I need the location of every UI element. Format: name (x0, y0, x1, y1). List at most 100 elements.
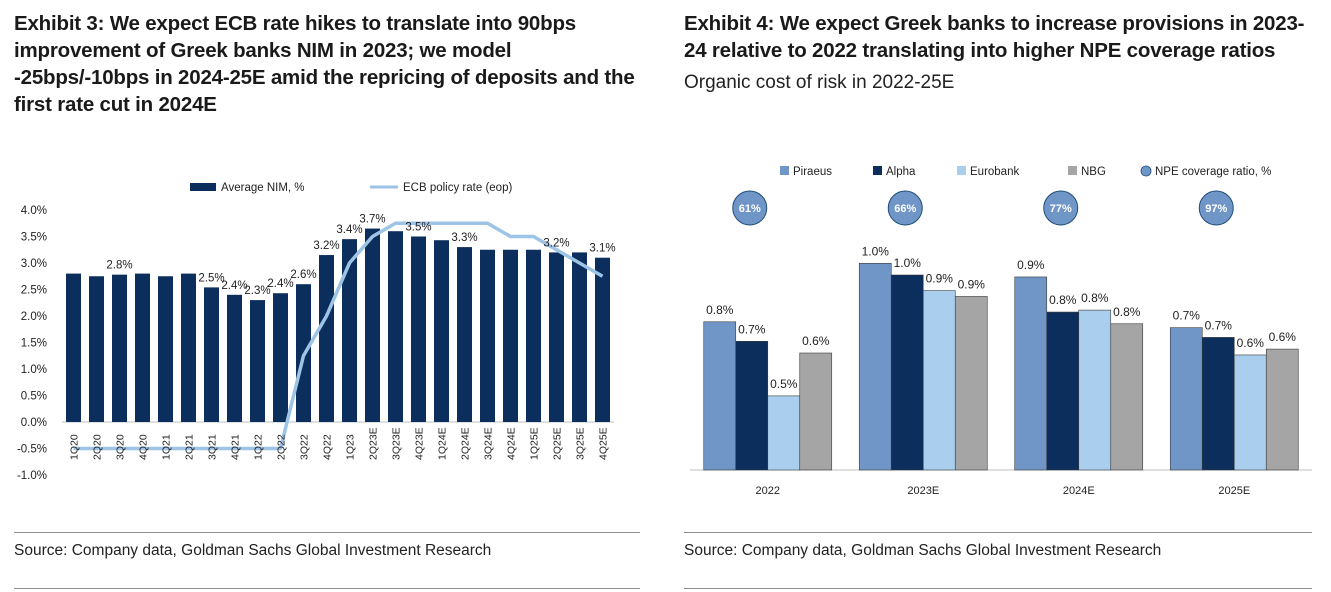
nim-bar (89, 276, 104, 422)
legend-swatch-eurobank (957, 166, 966, 175)
x-tick-label: 3Q25E (575, 427, 587, 460)
cost-of-risk-bar (703, 321, 737, 471)
nim-bar (135, 273, 150, 422)
npe-coverage-bubble (732, 190, 768, 226)
exhibit-3-panel: Exhibit 3: We expect ECB rate hikes to t… (0, 0, 645, 592)
cost-of-risk-bar (1078, 309, 1112, 471)
cost-of-risk-data-label: 0.6% (1237, 336, 1265, 350)
nim-data-label: 2.8% (106, 260, 132, 272)
x-tick-label: 4Q25E (598, 427, 610, 460)
nim-data-label: 2.3% (244, 285, 270, 297)
cost-of-risk-bar (922, 290, 956, 471)
npe-coverage-label: 61% (739, 203, 761, 215)
x-tick-label: 1Q21 (161, 434, 173, 460)
cost-of-risk-data-label: 1.0% (894, 256, 922, 270)
legend-label-nbg: NBG (1081, 166, 1106, 178)
nim-bar (158, 276, 173, 422)
npe-coverage-bubble (1198, 190, 1234, 226)
y-tick-label: -0.5% (17, 444, 47, 456)
legend-label-piraeus: Piraeus (793, 166, 832, 178)
cost-of-risk-data-label: 0.9% (958, 277, 986, 291)
cost-of-risk-data-label: 0.8% (1049, 293, 1077, 307)
x-tick-label: 3Q24E (483, 427, 495, 460)
cost-of-risk-bar (1233, 354, 1267, 471)
x-tick-label: 4Q23E (414, 427, 426, 460)
x-tick-label: 2022 (756, 485, 780, 497)
x-tick-label: 4Q21 (230, 434, 242, 460)
cost-of-risk-bar (735, 340, 769, 471)
legend-label-npe: NPE coverage ratio, % (1155, 166, 1271, 178)
nim-bar (342, 239, 357, 422)
top-divider (684, 532, 1312, 533)
cost-of-risk-data-label: 0.6% (802, 334, 830, 348)
bottom-divider (14, 588, 640, 589)
nim-data-label: 3.2% (313, 240, 339, 252)
legend-swatch-nim (190, 183, 216, 191)
nim-data-label: 3.1% (589, 243, 615, 255)
cost-of-risk-chart: Piraeus Alpha Eurobank NBG NPE coverage rati… (690, 165, 1312, 497)
exhibit-4-title: Exhibit 4: We expect Greek banks to incr… (684, 12, 1305, 62)
cost-of-risk-bar (767, 395, 801, 471)
y-tick-label: -1.0% (17, 470, 47, 482)
nim-data-label: 2.4% (267, 278, 293, 290)
cost-of-risk-bar (890, 274, 924, 471)
cost-of-risk-bar (1014, 276, 1048, 471)
nim-bar (480, 249, 495, 422)
cost-of-risk-bar (1110, 323, 1144, 471)
y-tick-label: 4.0% (21, 205, 47, 217)
cost-of-risk-data-label: 0.7% (738, 322, 766, 336)
nim-bar (411, 236, 426, 422)
x-tick-label: 1Q22 (253, 434, 265, 460)
x-tick-label: 1Q20 (69, 434, 81, 460)
x-tick-label: 1Q25E (529, 427, 541, 460)
npe-coverage-label: 77% (1050, 203, 1072, 215)
nim-bar (457, 247, 472, 422)
x-tick-label: 2Q23E (368, 427, 380, 460)
legend-swatch-npe (1140, 165, 1152, 177)
npe-coverage-bubble (1043, 190, 1079, 226)
exhibit-4-source: Source: Company data, Goldman Sachs Glob… (684, 542, 1162, 559)
legend-swatch-piraeus (780, 166, 789, 175)
npe-coverage-bubble (887, 190, 923, 226)
legend-label-eurobank: Eurobank (970, 166, 1019, 178)
cost-of-risk-data-label: 0.8% (1081, 291, 1109, 305)
x-tick-label: 2Q25E (552, 427, 564, 460)
nim-bar (66, 273, 81, 422)
y-tick-label: 3.0% (21, 258, 47, 270)
exhibit-4-subtitle: Organic cost of risk in 2022-25E (684, 72, 955, 93)
cost-of-risk-data-label: 0.8% (1113, 305, 1141, 319)
x-tick-label: 2025E (1218, 485, 1250, 497)
x-tick-label: 2Q24E (460, 427, 472, 460)
nim-bar (181, 273, 196, 422)
legend-swatch-nbg (1068, 166, 1077, 175)
nim-bar (227, 294, 242, 422)
nim-bar (526, 249, 541, 422)
exhibit-3-title: Exhibit 3: We expect ECB rate hikes to t… (14, 12, 635, 116)
nim-data-label: 2.6% (290, 269, 316, 281)
x-tick-label: 3Q22 (299, 434, 311, 460)
x-tick-label: 2Q21 (184, 434, 196, 460)
cost-of-risk-data-label: 1.0% (862, 244, 890, 258)
bottom-divider (684, 588, 1312, 589)
nim-data-label: 3.5% (405, 222, 431, 234)
nim-bar (204, 287, 219, 422)
cost-of-risk-data-label: 0.8% (706, 303, 734, 317)
legend: Average NIM, % ECB policy rate (eop) (190, 182, 512, 194)
nim-data-label: 2.5% (198, 272, 224, 284)
nim-bar (112, 274, 127, 422)
nim-data-label: 3.3% (451, 232, 477, 244)
cost-of-risk-bar (799, 352, 833, 471)
nim-bar (388, 231, 403, 422)
nim-data-label: 3.2% (543, 237, 569, 249)
x-tick-label: 3Q20 (115, 434, 127, 460)
y-tick-label: 1.5% (21, 338, 47, 350)
x-tick-label: 4Q22 (322, 434, 334, 460)
cost-of-risk-data-label: 0.9% (1017, 258, 1045, 272)
cost-of-risk-data-label: 0.9% (926, 272, 954, 286)
npe-coverage-label: 66% (894, 203, 916, 215)
exhibit-4-panel: Exhibit 4: We expect Greek banks to incr… (670, 0, 1331, 592)
nim-bar (595, 257, 610, 422)
exhibit-3-source: Source: Company data, Goldman Sachs Glob… (14, 542, 492, 559)
y-tick-label: 1.0% (21, 364, 47, 376)
legend-label-ecb: ECB policy rate (eop) (403, 182, 512, 194)
